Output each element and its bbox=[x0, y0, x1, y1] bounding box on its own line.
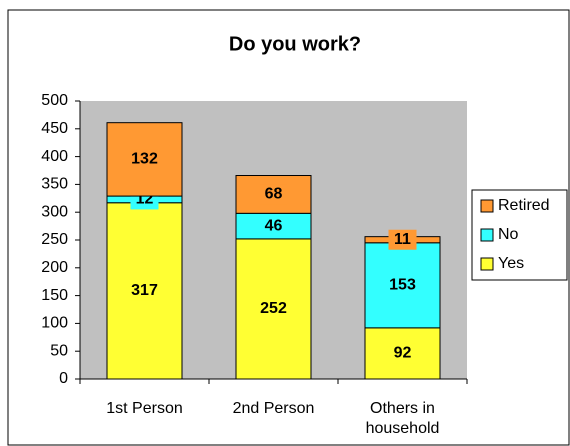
data-label: 252 bbox=[260, 300, 287, 317]
y-tick-label: 50 bbox=[50, 342, 68, 359]
data-label-bg bbox=[130, 149, 159, 170]
legend-swatch bbox=[480, 257, 494, 271]
legend-label: Yes bbox=[498, 255, 524, 272]
legend-swatch bbox=[480, 228, 494, 242]
data-label-bg bbox=[388, 343, 417, 364]
data-label: 68 bbox=[265, 186, 283, 203]
data-label-bg bbox=[388, 275, 417, 296]
y-tick-label: 200 bbox=[41, 259, 68, 276]
data-label-bg bbox=[259, 216, 288, 237]
y-tick-label: 350 bbox=[41, 176, 68, 193]
legend-swatch bbox=[480, 199, 494, 213]
x-tick-label: 2nd Person bbox=[232, 400, 315, 417]
y-tick-label: 300 bbox=[41, 203, 68, 220]
data-label: 317 bbox=[131, 282, 158, 299]
y-tick-label: 450 bbox=[41, 120, 68, 137]
data-label-bg bbox=[259, 184, 288, 205]
data-label: 132 bbox=[131, 151, 158, 168]
x-tick-label: Others in household bbox=[365, 400, 440, 437]
x-tick-label: 1st Person bbox=[106, 400, 183, 417]
data-label-bg bbox=[388, 229, 417, 250]
data-label: 46 bbox=[265, 217, 283, 234]
data-label-bg bbox=[259, 298, 288, 319]
data-label: 153 bbox=[389, 277, 416, 294]
data-label: 92 bbox=[394, 345, 412, 362]
legend-label: Retired bbox=[498, 197, 550, 214]
chart-title: Do you work? bbox=[229, 33, 361, 55]
y-tick-label: 250 bbox=[41, 231, 68, 248]
y-tick-label: 500 bbox=[41, 92, 68, 109]
y-tick-label: 150 bbox=[41, 287, 68, 304]
data-label: 11 bbox=[394, 231, 411, 248]
y-tick-label: 100 bbox=[41, 315, 68, 332]
y-tick-label: 0 bbox=[59, 370, 68, 387]
y-tick-label: 400 bbox=[41, 148, 68, 165]
legend-label: No bbox=[498, 226, 519, 243]
data-label-bg bbox=[130, 280, 159, 301]
